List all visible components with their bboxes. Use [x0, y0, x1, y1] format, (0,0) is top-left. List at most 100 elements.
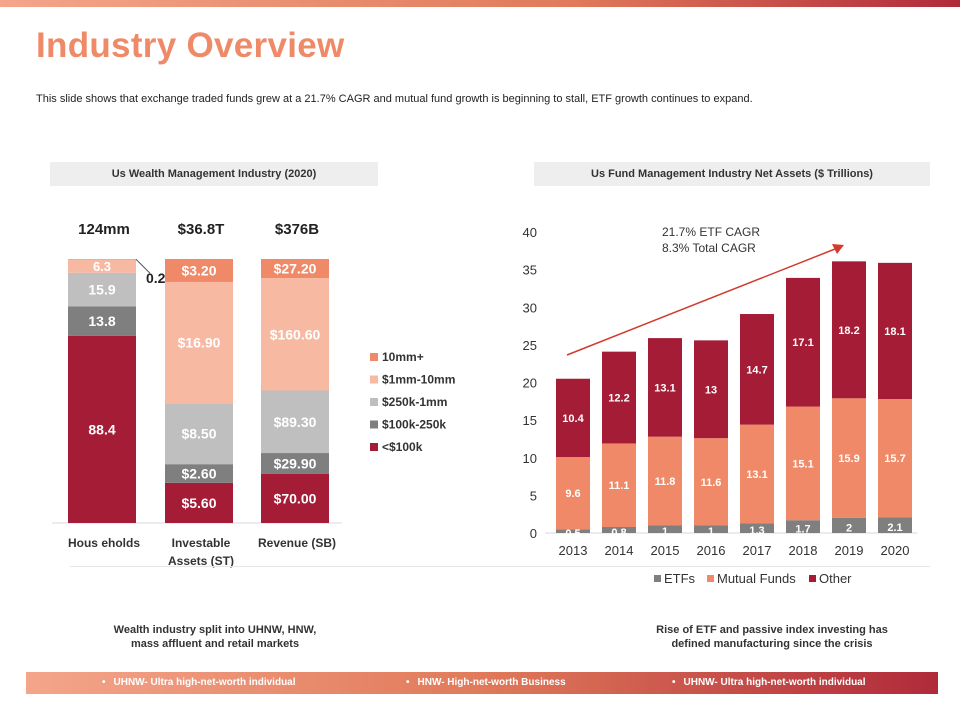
category-label: Investable [172, 536, 231, 550]
cagr-annotation: 21.7% ETF CAGR [662, 225, 760, 239]
bar-segment [602, 526, 636, 533]
category-label: Revenue (SB) [258, 536, 336, 550]
y-tick-label: 5 [530, 488, 537, 503]
bar-segment [68, 272, 136, 307]
x-tick-label: 2014 [605, 543, 634, 558]
data-label: 13.8 [88, 313, 115, 329]
data-label: $5.60 [181, 495, 216, 511]
data-label: 13.1 [654, 382, 675, 394]
legend-label: ETFs [664, 571, 696, 586]
cagr-annotation: 8.3% Total CAGR [662, 241, 756, 255]
data-label: 17.1 [792, 337, 813, 349]
footer-bar: • UHNW- Ultra high-net-worth individual •… [26, 672, 938, 694]
bar-segment [878, 517, 912, 533]
data-label: $70.00 [274, 490, 317, 506]
bullet-icon: • [672, 677, 676, 688]
right-caption-line1: Rise of ETF and passive index investing … [656, 624, 888, 636]
bar-segment [786, 406, 820, 521]
right-panel-header: Us Fund Management Industry Net Assets (… [534, 162, 930, 186]
legend-label: $1mm-10mm [382, 373, 455, 387]
data-label: $29.90 [274, 456, 317, 472]
data-label: 11.8 [655, 476, 676, 488]
bullet-icon: • [406, 677, 410, 688]
bar-segment [261, 278, 329, 391]
bar-segment [556, 529, 590, 533]
y-tick-label: 35 [523, 263, 537, 278]
footer-item-text: UHNW- Ultra high-net-worth individual [683, 677, 866, 688]
bar-segment [261, 259, 329, 279]
bar-segment [740, 523, 774, 533]
data-label: 12.2 [608, 393, 629, 405]
bar-segment [878, 262, 912, 400]
bar-segment [556, 378, 590, 457]
page-title: Industry Overview [36, 26, 345, 65]
footer-item-2: • HNW- High-net-worth Business [406, 672, 566, 694]
data-label: 1.3 [749, 525, 764, 537]
left-caption-line2: mass affluent and retail markets [130, 638, 300, 650]
bar-segment [786, 277, 820, 407]
data-label: 13 [705, 384, 717, 396]
footer-item-1: • UHNW- Ultra high-net-worth individual [102, 672, 296, 694]
arrow-head-icon [832, 244, 844, 254]
data-label: 6.3 [93, 259, 111, 274]
data-label: 10.4 [562, 413, 584, 425]
left-panel-header: Us Wealth Management Industry (2020) [50, 162, 378, 186]
data-label: 2 [846, 522, 852, 534]
legend-swatch [370, 398, 378, 406]
data-label: 0.8 [611, 527, 626, 539]
bar-segment [648, 338, 682, 437]
bar-segment [832, 398, 866, 518]
bar-segment [165, 464, 233, 483]
bar-segment [694, 525, 728, 533]
data-label: 14.7 [746, 364, 767, 376]
total-label: $376B [275, 221, 319, 238]
data-label: 11.1 [609, 480, 630, 492]
bullet-icon: • [102, 677, 106, 688]
y-tick-label: 20 [523, 376, 537, 391]
data-label: 18.1 [884, 326, 905, 338]
right-caption: Rise of ETF and passive index investing … [600, 623, 944, 651]
data-label: 11.6 [701, 477, 722, 489]
legend-swatch [809, 575, 816, 582]
bar-segment [832, 261, 866, 399]
x-tick-label: 2020 [881, 543, 910, 558]
legend-label: Other [819, 571, 852, 586]
bar-segment [694, 340, 728, 439]
legend-swatch [654, 575, 661, 582]
data-label: $16.90 [178, 335, 221, 351]
bar-segment [602, 443, 636, 527]
legend-swatch [707, 575, 714, 582]
legend-swatch [370, 443, 378, 451]
legend-swatch [370, 375, 378, 384]
footer-item-3: • UHNW- Ultra high-net-worth individual [672, 672, 866, 694]
legend-label: 10mm+ [382, 350, 424, 364]
legend-label: $250k-1mm [382, 395, 447, 409]
data-label: 2.1 [887, 522, 902, 534]
bar-segment [740, 424, 774, 524]
data-label: 15.9 [88, 282, 115, 298]
bar-segment [556, 456, 590, 530]
data-label: 13.1 [746, 469, 767, 481]
y-tick-label: 30 [523, 300, 537, 315]
left-caption: Wealth industry split into UHNW, HNW, ma… [60, 623, 370, 651]
data-label: 88.4 [88, 421, 115, 437]
x-tick-label: 2013 [559, 543, 588, 558]
data-label: 1 [708, 526, 714, 538]
divider-line [70, 566, 930, 567]
data-label: 18.2 [838, 325, 859, 337]
footer-item-text: HNW- High-net-worth Business [417, 677, 566, 688]
bar-segment [602, 351, 636, 444]
legend-label: Mutual Funds [717, 571, 796, 586]
x-tick-label: 2017 [743, 543, 772, 558]
bar-segment [878, 399, 912, 518]
bar-segment [165, 403, 233, 465]
x-tick-label: 2019 [835, 543, 864, 558]
category-label: Assets (ST) [168, 554, 234, 568]
bar-segment [740, 314, 774, 425]
x-tick-label: 2015 [651, 543, 680, 558]
fund-assets-chart: 05101520253035400.59.610.420130.811.112.… [523, 225, 917, 586]
total-label: 124mm [78, 221, 130, 238]
legend-swatch [370, 353, 378, 361]
footer-item-text: UHNW- Ultra high-net-worth individual [113, 677, 296, 688]
y-tick-label: 10 [523, 451, 537, 466]
